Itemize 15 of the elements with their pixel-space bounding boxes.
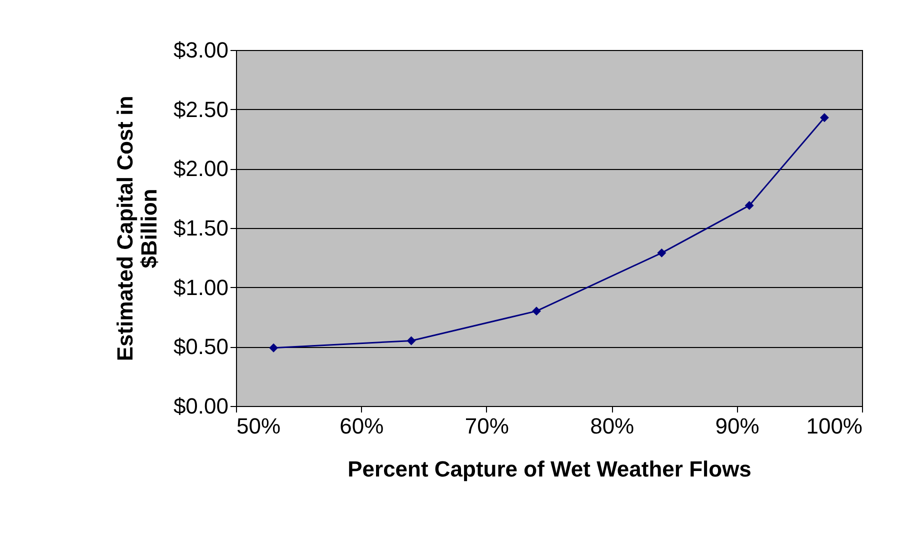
x-tick-label: 70%: [464, 414, 509, 438]
x-tick-label: 50%: [236, 414, 281, 438]
y-tick-label: $0.00: [173, 394, 228, 418]
y-axis-title: Estimated Capital Cost in $Billion: [112, 96, 162, 362]
y-tick-label: $0.50: [173, 334, 228, 360]
y-tick-label: $2.50: [173, 96, 228, 122]
y-tick-label: $3.00: [173, 38, 228, 62]
x-axis-title: Percent Capture of Wet Weather Flows: [348, 456, 752, 482]
x-tick-label: 90%: [715, 414, 760, 438]
y-tick-label: $1.00: [173, 274, 228, 300]
y-tick-label: $2.00: [173, 156, 228, 182]
x-tick-label: 80%: [590, 414, 634, 438]
y-tick-label: $1.50: [173, 216, 228, 240]
x-tick-label: 100%: [806, 414, 862, 438]
x-tick-label: 60%: [340, 414, 384, 438]
